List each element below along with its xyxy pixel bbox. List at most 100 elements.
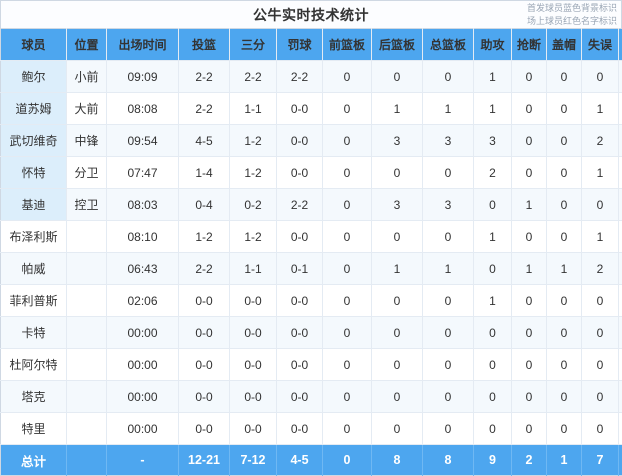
stat-cell-12: 0 (582, 381, 619, 413)
box-score-table: 球员位置出场时间投篮三分罚球前篮板后篮板总篮板助攻抢断盖帽失误犯规+/-得分 鲍… (0, 28, 622, 476)
stat-cell-6: 0 (323, 349, 372, 381)
stat-cell-2: 08:10 (107, 221, 179, 253)
stat-cell-5: 0-0 (277, 317, 323, 349)
stat-cell-8: 0 (423, 61, 474, 93)
column-header-1[interactable]: 位置 (67, 29, 107, 61)
stat-cell-7: 0 (372, 381, 423, 413)
stat-cell-2: 06:43 (107, 253, 179, 285)
header-row: 球员位置出场时间投篮三分罚球前篮板后篮板总篮板助攻抢断盖帽失误犯规+/-得分 (1, 29, 622, 61)
total-stat-cell-1 (67, 445, 107, 476)
stat-cell-12: 0 (582, 189, 619, 221)
column-header-11[interactable]: 盖帽 (547, 29, 582, 61)
stat-cell-7: 0 (372, 285, 423, 317)
stat-cell-7: 0 (372, 157, 423, 189)
stat-cell-8: 0 (423, 381, 474, 413)
column-header-12[interactable]: 失误 (582, 29, 619, 61)
column-header-13[interactable]: 犯规 (619, 29, 622, 61)
column-header-2[interactable]: 出场时间 (107, 29, 179, 61)
stat-cell-3: 0-0 (179, 413, 230, 445)
stat-cell-8: 1 (423, 93, 474, 125)
stat-cell-3: 1-4 (179, 157, 230, 189)
stat-cell-13: 0 (619, 125, 622, 157)
column-header-8[interactable]: 总篮板 (423, 29, 474, 61)
stat-cell-4: 1-1 (230, 93, 277, 125)
stat-cell-11: 0 (547, 349, 582, 381)
stat-cell-5: 0-0 (277, 221, 323, 253)
stat-cell-12: 1 (582, 221, 619, 253)
stat-cell-9: 0 (474, 189, 512, 221)
stat-cell-3: 2-2 (179, 253, 230, 285)
column-header-7[interactable]: 后篮板 (372, 29, 423, 61)
total-stat-cell-4: 7-12 (230, 445, 277, 476)
column-header-5[interactable]: 罚球 (277, 29, 323, 61)
stat-cell-9: 1 (474, 93, 512, 125)
stat-cell-9: 0 (474, 381, 512, 413)
stat-cell-4: 1-2 (230, 125, 277, 157)
column-header-9[interactable]: 助攻 (474, 29, 512, 61)
player-name-cell: 武切维奇 (1, 125, 67, 157)
total-stat-cell-9: 9 (474, 445, 512, 476)
title-bar: 公牛实时技术统计 首发球员蓝色背景标识 场上球员红色名字标识 (0, 0, 622, 28)
player-name-cell: 布泽利斯 (1, 221, 67, 253)
stat-cell-5: 0-0 (277, 285, 323, 317)
stat-cell-7: 0 (372, 221, 423, 253)
column-header-6[interactable]: 前篮板 (323, 29, 372, 61)
stat-cell-1 (67, 381, 107, 413)
stat-cell-6: 0 (323, 189, 372, 221)
stat-cell-1 (67, 413, 107, 445)
player-name-cell: 鲍尔 (1, 61, 67, 93)
stat-cell-2: 00:00 (107, 349, 179, 381)
stat-cell-2: 00:00 (107, 413, 179, 445)
stat-cell-8: 0 (423, 285, 474, 317)
stat-cell-8: 0 (423, 349, 474, 381)
stat-cell-6: 0 (323, 93, 372, 125)
stat-cell-11: 0 (547, 317, 582, 349)
stat-cell-5: 2-2 (277, 61, 323, 93)
stat-cell-4: 1-2 (230, 221, 277, 253)
stat-cell-4: 0-0 (230, 285, 277, 317)
stat-cell-4: 0-0 (230, 413, 277, 445)
stat-cell-3: 2-2 (179, 61, 230, 93)
total-row: 总计-12-217-124-50889217235 (1, 445, 622, 476)
stat-cell-4: 0-0 (230, 381, 277, 413)
column-header-4[interactable]: 三分 (230, 29, 277, 61)
stat-cell-5: 0-0 (277, 157, 323, 189)
stat-cell-12: 0 (582, 61, 619, 93)
stat-cell-9: 1 (474, 285, 512, 317)
total-stat-cell-11: 1 (547, 445, 582, 476)
stat-cell-6: 0 (323, 253, 372, 285)
stat-cell-2: 08:08 (107, 93, 179, 125)
column-header-10[interactable]: 抢断 (512, 29, 547, 61)
stat-cell-11: 0 (547, 157, 582, 189)
stat-cell-10: 0 (512, 349, 547, 381)
stat-cell-12: 0 (582, 317, 619, 349)
stat-cell-13: 1 (619, 189, 622, 221)
stat-cell-7: 3 (372, 125, 423, 157)
column-header-0[interactable]: 球员 (1, 29, 67, 61)
total-stat-cell-8: 8 (423, 445, 474, 476)
stat-cell-4: 2-2 (230, 61, 277, 93)
stat-cell-5: 2-2 (277, 189, 323, 221)
stat-cell-11: 0 (547, 221, 582, 253)
total-stat-cell-12: 7 (582, 445, 619, 476)
stat-cell-1 (67, 317, 107, 349)
player-name-cell: 道苏姆 (1, 93, 67, 125)
stat-cell-9: 0 (474, 413, 512, 445)
player-name-cell: 基迪 (1, 189, 67, 221)
stat-cell-3: 0-0 (179, 317, 230, 349)
total-stat-cell-3: 12-21 (179, 445, 230, 476)
column-header-3[interactable]: 投篮 (179, 29, 230, 61)
stat-cell-12: 2 (582, 253, 619, 285)
